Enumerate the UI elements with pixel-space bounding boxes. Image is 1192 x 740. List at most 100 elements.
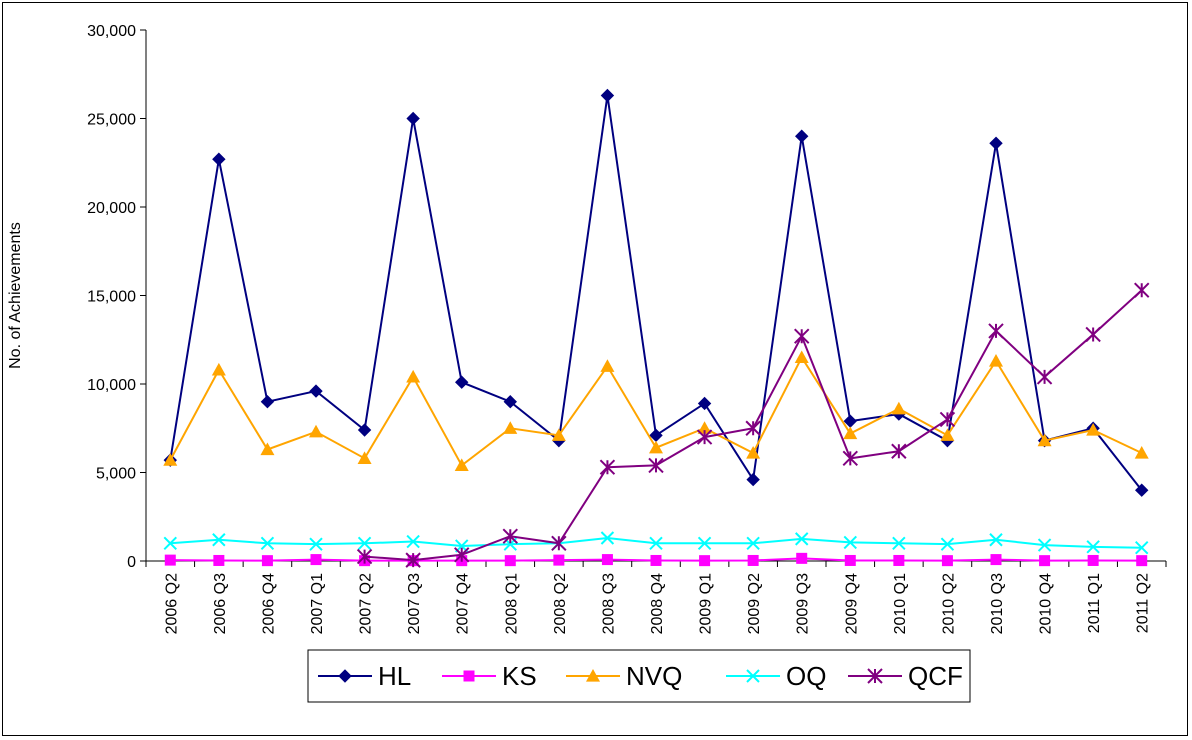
data-point-nvq bbox=[309, 424, 323, 438]
data-point-ks bbox=[504, 555, 516, 567]
x-tick-label: 2010 Q1 bbox=[892, 573, 909, 634]
data-point-hl bbox=[795, 129, 809, 143]
data-point-hl bbox=[600, 88, 615, 103]
legend-label-ks: KS bbox=[502, 661, 537, 691]
legend-item-ks: KS bbox=[442, 661, 537, 691]
x-tick-label: 2008 Q3 bbox=[600, 573, 617, 634]
legend-item-oq: OQ bbox=[726, 661, 826, 691]
legend-label-hl: HL bbox=[378, 661, 411, 691]
series-qcf bbox=[356, 282, 1150, 568]
data-point-nvq bbox=[940, 428, 955, 441]
data-point-qcf bbox=[1036, 369, 1053, 385]
data-point-nvq bbox=[357, 451, 372, 464]
data-point-qcf bbox=[939, 411, 956, 428]
legend-item-nvq: NVQ bbox=[566, 661, 682, 691]
y-tick-label: 5,000 bbox=[96, 466, 136, 483]
data-point-qcf bbox=[551, 535, 567, 552]
x-tick-label: 2010 Q4 bbox=[1038, 573, 1055, 634]
x-tick-label: 2010 Q3 bbox=[989, 573, 1006, 634]
data-point-nvq bbox=[163, 453, 178, 466]
legend-marker-qcf bbox=[867, 668, 883, 684]
y-axis-title: No. of Achievements bbox=[7, 222, 24, 369]
legend-item-qcf: QCF bbox=[848, 661, 963, 691]
x-tick-label: 2006 Q2 bbox=[163, 573, 180, 634]
x-tick-label: 2009 Q1 bbox=[698, 573, 715, 634]
y-tick-label: 20,000 bbox=[87, 200, 136, 217]
data-point-oq bbox=[163, 536, 177, 551]
data-point-ks bbox=[601, 554, 613, 566]
data-point-nvq bbox=[454, 458, 469, 472]
legend-marker-ks bbox=[463, 670, 475, 682]
data-point-nvq bbox=[746, 446, 761, 459]
data-point-qcf bbox=[794, 328, 810, 344]
legend-label-qcf: QCF bbox=[908, 661, 963, 691]
x-tick-label: 2010 Q2 bbox=[940, 573, 957, 634]
data-point-oq bbox=[1086, 540, 1100, 554]
legend-label-oq: OQ bbox=[786, 661, 826, 691]
data-point-nvq bbox=[794, 350, 809, 364]
data-point-hl bbox=[503, 394, 517, 409]
legend-marker-hl bbox=[338, 669, 352, 683]
x-tick-label: 2007 Q3 bbox=[406, 573, 423, 634]
x-tick-label: 2007 Q1 bbox=[309, 573, 326, 634]
data-point-nvq bbox=[260, 442, 275, 456]
data-point-hl bbox=[309, 384, 323, 398]
data-point-ks bbox=[310, 554, 322, 566]
data-point-qcf bbox=[356, 548, 373, 565]
legend-item-hl: HL bbox=[318, 661, 411, 691]
data-point-nvq bbox=[1134, 446, 1149, 459]
y-tick-label: 0 bbox=[127, 554, 136, 571]
data-point-oq bbox=[697, 536, 712, 551]
x-tick-label: 2006 Q3 bbox=[212, 573, 229, 634]
data-point-ks bbox=[699, 555, 711, 567]
data-point-oq bbox=[600, 531, 615, 545]
data-point-qcf bbox=[842, 450, 858, 467]
data-point-ks bbox=[1039, 555, 1051, 567]
data-point-qcf bbox=[696, 429, 713, 445]
data-point-ks bbox=[1087, 554, 1099, 566]
data-point-ks bbox=[553, 554, 565, 566]
data-point-oq bbox=[843, 535, 857, 550]
data-point-qcf bbox=[745, 420, 761, 436]
x-tick-label: 2007 Q2 bbox=[358, 573, 375, 634]
legend-marker-oq bbox=[746, 669, 760, 683]
data-point-qcf bbox=[405, 552, 421, 568]
data-point-ks bbox=[213, 554, 225, 566]
x-tick-label: 2009 Q2 bbox=[746, 573, 763, 634]
data-point-ks bbox=[796, 552, 808, 564]
series-nvq bbox=[163, 350, 1149, 472]
x-tick-label: 2008 Q1 bbox=[503, 573, 520, 634]
data-point-oq bbox=[795, 532, 809, 546]
x-tick-label: 2011 Q2 bbox=[1135, 573, 1152, 633]
data-point-oq bbox=[892, 536, 906, 551]
data-point-nvq bbox=[649, 440, 663, 454]
x-tick-label: 2008 Q4 bbox=[649, 573, 666, 634]
data-point-nvq bbox=[600, 359, 615, 372]
y-tick-label: 30,000 bbox=[87, 23, 136, 40]
data-point-oq bbox=[260, 536, 275, 551]
data-point-nvq bbox=[1086, 423, 1101, 436]
data-point-hl bbox=[406, 111, 420, 126]
data-point-hl bbox=[1135, 483, 1149, 497]
data-point-nvq bbox=[891, 401, 906, 415]
data-point-oq bbox=[406, 534, 420, 549]
data-point-ks bbox=[990, 554, 1002, 566]
data-point-nvq bbox=[1037, 433, 1052, 447]
data-point-hl bbox=[989, 136, 1003, 150]
data-point-nvq bbox=[551, 428, 566, 441]
data-point-qcf bbox=[502, 528, 518, 544]
data-point-nvq bbox=[989, 353, 1003, 367]
data-point-ks bbox=[261, 555, 273, 567]
series-ks bbox=[164, 552, 1148, 567]
data-point-ks bbox=[893, 554, 905, 566]
data-point-hl bbox=[697, 396, 712, 411]
y-tick-label: 10,000 bbox=[87, 377, 136, 394]
data-point-oq bbox=[746, 536, 760, 551]
legend-label-nvq: NVQ bbox=[626, 661, 682, 691]
data-point-ks bbox=[941, 555, 953, 567]
x-tick-label: 2009 Q3 bbox=[795, 573, 812, 634]
y-tick-label: 15,000 bbox=[87, 289, 136, 306]
data-point-qcf bbox=[988, 323, 1004, 339]
data-point-hl bbox=[212, 152, 226, 166]
